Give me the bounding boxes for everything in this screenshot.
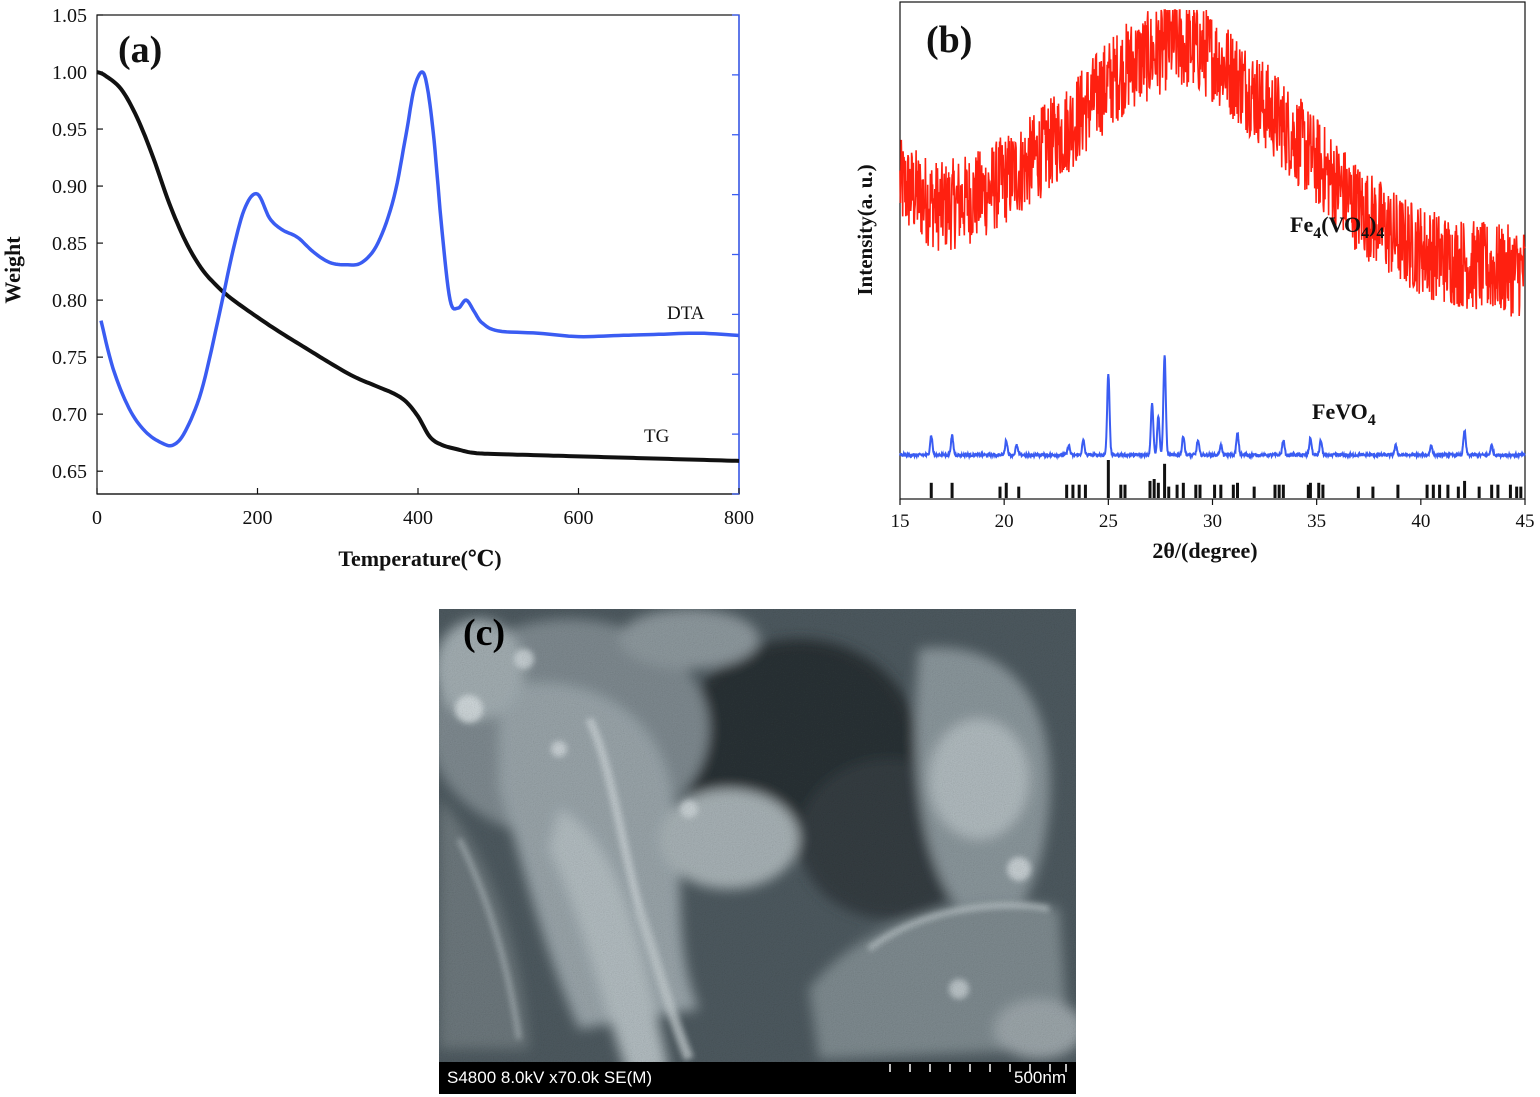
y-axis-label-b: Intensity(a. u.) bbox=[853, 164, 877, 295]
annotation-fe4vo44: Fe4(VO4)4 bbox=[1290, 212, 1384, 242]
annotation-dta: DTA bbox=[667, 303, 705, 324]
y-axis-label-a: Weight bbox=[0, 236, 25, 304]
panel-label-b: (b) bbox=[926, 19, 972, 61]
y-tick-label-a: 0.95 bbox=[52, 119, 87, 141]
xrd-chart: 15 20 25 30 35 40 45 Fe4(VO4)4 FeVO4 2θ/(degre… bbox=[853, 1, 1535, 563]
tg-dta-chart: 0.65 0.70 0.75 0.80 0.85 0.90 0.95 1.00 1.05 0 20… bbox=[0, 5, 754, 571]
y-tick-label-a: 0.75 bbox=[52, 347, 87, 369]
x-tick-label-a: 800 bbox=[724, 507, 754, 529]
sem-micrograph bbox=[439, 609, 1076, 1094]
fevo4-pattern bbox=[899, 355, 1526, 461]
tg-curve bbox=[96, 70, 740, 463]
x-tick-label-b: 15 bbox=[891, 511, 910, 532]
annotation-fevo4: FeVO4 bbox=[1312, 399, 1376, 429]
x-tick-label-b: 25 bbox=[1099, 511, 1118, 532]
y-tick-label-a: 0.70 bbox=[52, 404, 87, 426]
x-tick-label-a: 200 bbox=[243, 507, 273, 529]
scale-bar-label: 500nm bbox=[1014, 1068, 1066, 1087]
x-axis-label-b: 2θ/(degree) bbox=[1152, 538, 1257, 563]
y-tick-label-a: 1.00 bbox=[52, 62, 87, 84]
x-tick-label-b: 20 bbox=[995, 511, 1014, 532]
x-tick-label-a: 400 bbox=[403, 507, 433, 529]
reference-lines bbox=[929, 460, 1523, 498]
sem-acquisition-info: S4800 8.0kV x70.0k SE(M) bbox=[447, 1068, 653, 1087]
x-tick-label-b: 40 bbox=[1411, 511, 1430, 532]
y-tick-label-a: 0.65 bbox=[52, 461, 87, 483]
y-tick-label-a: 0.80 bbox=[52, 290, 87, 312]
sem-info-bar: S4800 8.0kV x70.0k SE(M) 500nm bbox=[439, 1062, 1076, 1094]
y-tick-label-a: 0.90 bbox=[52, 176, 87, 198]
x-tick-label-b: 35 bbox=[1307, 511, 1326, 532]
dta-curve bbox=[99, 70, 740, 448]
y-tick-label-a: 0.85 bbox=[52, 233, 87, 255]
x-tick-label-a: 600 bbox=[564, 507, 594, 529]
x-axis-label-a: Temperature(℃) bbox=[338, 546, 501, 571]
scale-bar-ticks bbox=[889, 1064, 1067, 1072]
x-tick-label-b: 45 bbox=[1516, 511, 1535, 532]
sem-image-panel: (c) S4800 8.0kV x70.0k SE(M) 500nm bbox=[439, 609, 1076, 1094]
annotation-tg: TG bbox=[644, 426, 670, 447]
panel-label-c: (c) bbox=[463, 612, 506, 654]
x-tick-label-a: 0 bbox=[92, 507, 102, 529]
panel-label-a: (a) bbox=[118, 29, 162, 71]
y-tick-label-a: 1.05 bbox=[52, 5, 87, 27]
fe4vo44-pattern bbox=[899, 9, 1526, 317]
x-tick-label-b: 30 bbox=[1203, 511, 1222, 532]
